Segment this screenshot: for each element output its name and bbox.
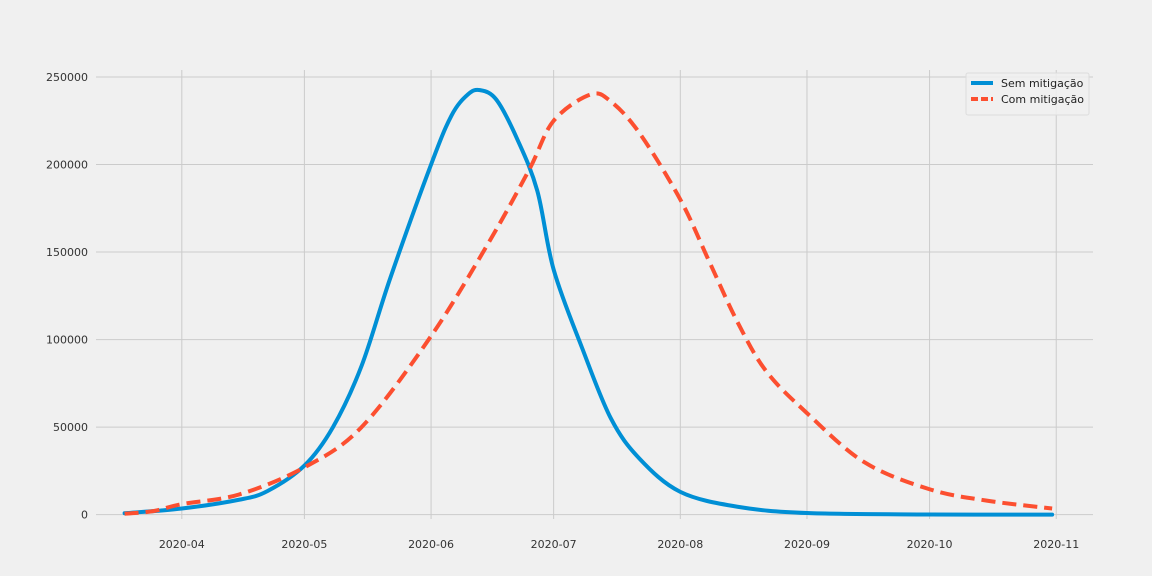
x-tick-label: 2020-11 [1033,538,1079,551]
y-tick-label: 250000 [46,71,88,84]
x-tick-labels: 2020-04 2020-05 2020-06 2020-07 2020-08 2020-… [159,538,1079,551]
series-lines [122,87,1055,517]
legend-label: Com mitigação [1001,93,1084,106]
x-tick-label: 2020-09 [784,538,830,551]
y-tick-labels: 0 50000 100000 150000 200000 250000 [46,71,88,522]
legend-frame [965,72,1090,116]
y-tick-label: 100000 [46,334,88,347]
y-tick-label: 0 [81,509,88,522]
x-tick-label: 2020-07 [531,538,577,551]
y-grid [96,76,1093,516]
y-tick-label: 200000 [46,159,88,172]
series-line-1 [122,87,1055,517]
x-grid [181,70,1057,519]
x-tick-label: 2020-08 [657,538,703,551]
x-tick-label: 2020-05 [281,538,327,551]
legend-label: Sem mitigação [1001,77,1084,90]
x-tick-label: 2020-04 [159,538,205,551]
y-tick-label: 50000 [53,421,88,434]
x-tick-label: 2020-06 [408,538,454,551]
legend: Sem mitigação Com mitigação [965,72,1090,116]
series-line-2 [124,91,1053,516]
x-tick-label: 2020-10 [907,538,953,551]
y-tick-label: 150000 [46,246,88,259]
